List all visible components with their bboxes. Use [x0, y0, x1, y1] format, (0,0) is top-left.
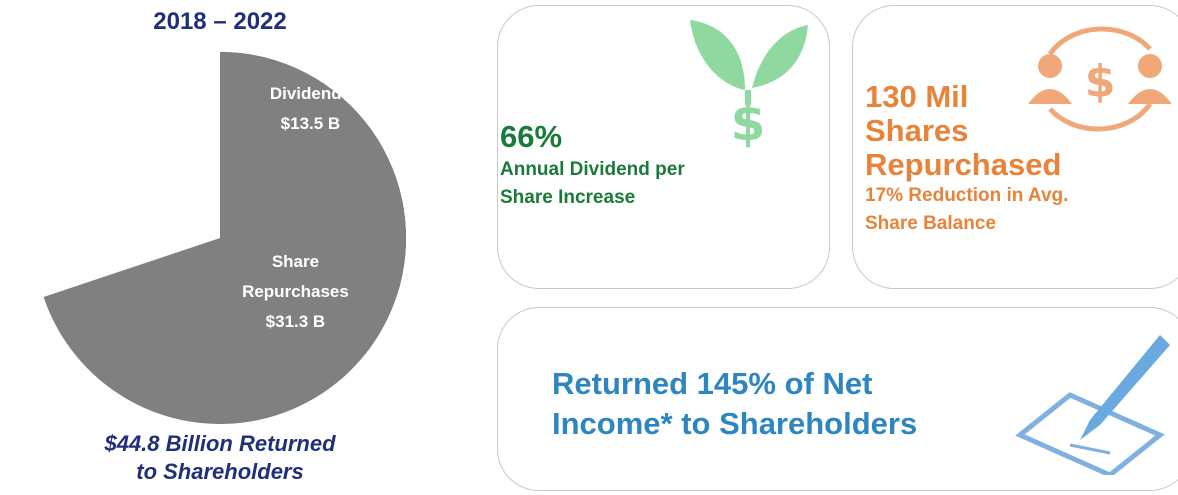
card-text: 130 Mil Shares Repurchased 17% Reduction in… [865, 80, 1068, 238]
category-label: Share Repurchases [242, 252, 349, 302]
slice-label: Share Repurchases $31.3 B [210, 247, 380, 337]
plant-icon: $ [690, 20, 808, 152]
slice-label: Dividends $13.5 B [225, 79, 395, 139]
card-headline: 66% [500, 119, 563, 154]
value-label: $13.5 B [280, 113, 341, 133]
card [497, 307, 1178, 491]
card [497, 5, 830, 289]
chart-title: 2018 – 2022 [153, 8, 287, 35]
annotation-line: $44.8 Billion Returned [104, 431, 336, 456]
card-headline: 130 Mil [865, 79, 969, 114]
svg-text:$: $ [1085, 56, 1116, 107]
card [852, 5, 1178, 289]
card-body: 17% Reduction in Avg. [865, 185, 1069, 206]
svg-text:$: $ [731, 94, 766, 152]
annotation-line: to Shareholders [136, 459, 304, 484]
card-body: Share Increase [500, 187, 636, 208]
pie-slice [43, 52, 406, 425]
card-body: Annual Dividend per [500, 159, 685, 180]
card-headline: Returned 145% of Net [552, 366, 873, 401]
category-label: Dividends [269, 83, 352, 103]
exchange-icon: $ [1028, 26, 1172, 132]
pie-chart [43, 52, 406, 425]
card-headline: Income* to Shareholders [552, 406, 918, 441]
card-headline: Shares [865, 113, 969, 148]
card-headline: Repurchased [865, 147, 1062, 182]
signature-icon [1015, 335, 1170, 475]
card-text: Returned 145% of Net Income* to Sharehold… [552, 364, 917, 444]
annotation: $44.8 Billion Returned to Shareholders [0, 430, 440, 486]
value-label: $31.3 B [265, 312, 326, 332]
card-body: Share Balance [865, 213, 996, 234]
card-text: 66% Annual Dividend per Share Increase [500, 118, 685, 212]
